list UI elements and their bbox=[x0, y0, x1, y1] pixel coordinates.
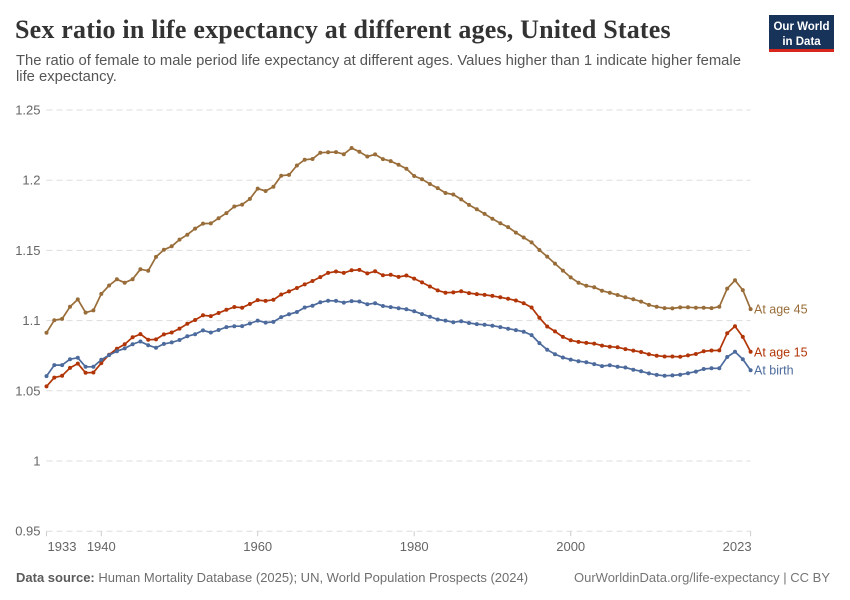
svg-text:1.05: 1.05 bbox=[15, 383, 40, 398]
svg-text:1.25: 1.25 bbox=[15, 103, 40, 118]
svg-text:2023: 2023 bbox=[723, 539, 752, 554]
svg-text:At age 45: At age 45 bbox=[754, 303, 808, 317]
svg-text:1.15: 1.15 bbox=[15, 243, 40, 258]
svg-text:2000: 2000 bbox=[556, 539, 585, 554]
svg-text:At birth: At birth bbox=[754, 364, 794, 378]
svg-text:1933: 1933 bbox=[48, 539, 77, 554]
svg-text:1940: 1940 bbox=[87, 539, 116, 554]
svg-text:1.2: 1.2 bbox=[22, 173, 40, 188]
svg-text:1.1: 1.1 bbox=[22, 313, 40, 328]
svg-text:1960: 1960 bbox=[243, 539, 272, 554]
svg-text:At age 15: At age 15 bbox=[754, 346, 808, 360]
svg-text:1980: 1980 bbox=[400, 539, 429, 554]
svg-text:0.95: 0.95 bbox=[15, 524, 40, 539]
svg-text:1: 1 bbox=[33, 454, 40, 469]
